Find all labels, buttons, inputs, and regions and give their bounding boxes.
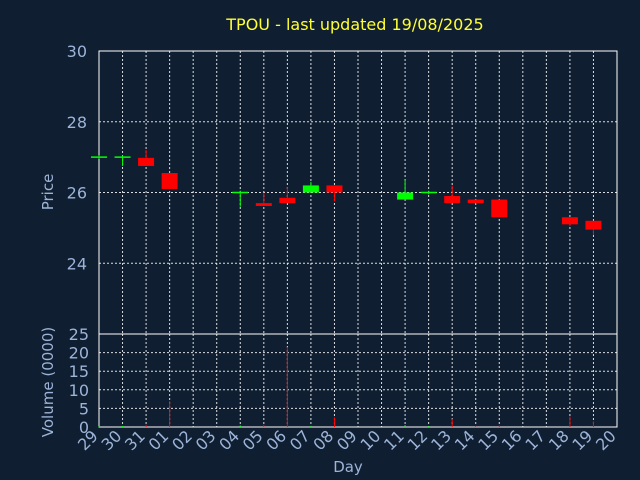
candle-body [467,199,484,204]
volume-tick-label: 25 [69,325,89,344]
volume-tick-label: 20 [69,344,89,363]
volume-tick-label: 0 [79,418,89,437]
volume-tick-label: 10 [69,381,89,400]
candle-body [138,157,155,166]
candle-body [397,192,414,200]
candle-body [420,191,437,194]
candle-body [279,197,296,204]
candle-body [326,185,343,193]
price-tick-label: 28 [67,113,87,132]
candle-body [232,191,249,194]
x-axis-label: Day [333,458,363,476]
volume-tick-label: 15 [69,362,89,381]
price-panel: 30 28 26 24 [67,42,618,335]
candle-body [302,185,319,193]
candle-body [161,173,178,189]
candle-body [561,217,578,225]
candle-body [585,220,602,230]
candle-body [255,203,272,206]
candle-body [491,199,508,218]
price-tick-label: 26 [67,184,87,203]
volume-panel-frame [98,333,618,428]
chart-title: TPOU - last updated 19/08/2025 [225,15,483,34]
x-tick-label: 20 [592,426,620,454]
volume-axis-label: Volume (0000) [39,327,57,437]
x-tick-labels: 2930310102030405060708091011121314151617… [74,426,620,454]
candle-body [114,156,131,158]
price-tick-label: 24 [67,254,87,273]
candle-body [91,156,107,158]
price-axis-label: Price [39,174,57,211]
volume-tick-label: 5 [79,399,89,418]
price-tick-label: 30 [67,42,87,61]
candle-body [444,196,461,204]
